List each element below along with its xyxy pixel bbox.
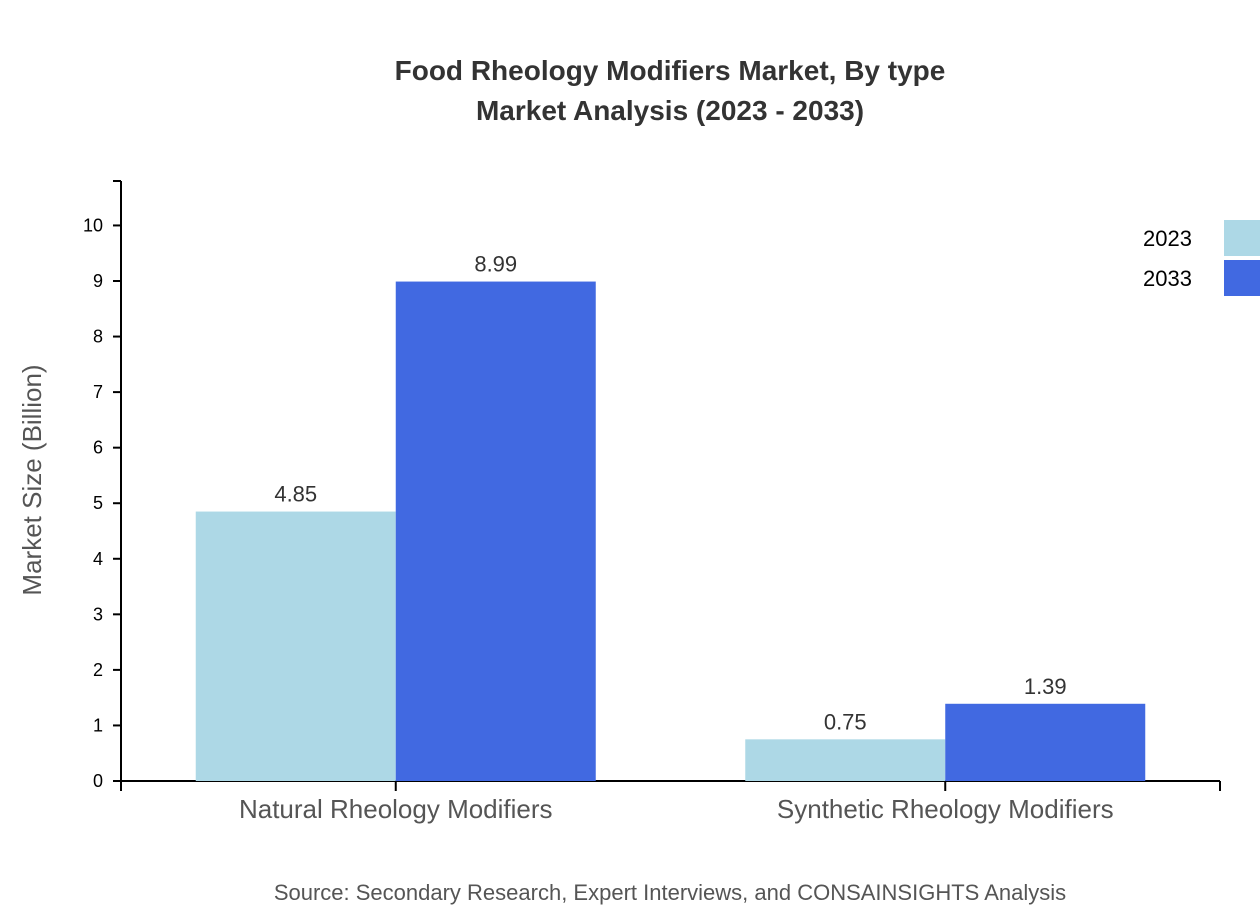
bar-2023 bbox=[745, 739, 946, 781]
bar-2033 bbox=[395, 281, 596, 781]
y-tick-label: 6 bbox=[93, 438, 103, 458]
legend-label: 2023 bbox=[1143, 226, 1192, 251]
chart-subtitle: Market Analysis (2023 - 2033) bbox=[476, 95, 864, 126]
bar-2023 bbox=[195, 511, 396, 781]
data-label: 1.39 bbox=[1024, 674, 1067, 699]
y-tick-label: 8 bbox=[93, 327, 103, 347]
y-tick-label: 1 bbox=[93, 715, 103, 735]
chart-title: Food Rheology Modifiers Market, By type bbox=[395, 55, 946, 86]
y-tick-label: 10 bbox=[83, 215, 103, 235]
y-tick-label: 3 bbox=[93, 604, 103, 624]
data-label: 4.85 bbox=[274, 482, 317, 507]
source-note: Source: Secondary Research, Expert Inter… bbox=[274, 880, 1066, 905]
data-label: 8.99 bbox=[474, 252, 517, 277]
legend-swatch bbox=[1224, 220, 1260, 256]
y-axis-label: Market Size (Billion) bbox=[17, 364, 47, 595]
y-tick-label: 7 bbox=[93, 382, 103, 402]
data-label: 0.75 bbox=[824, 709, 867, 734]
x-tick-label: Synthetic Rheology Modifiers bbox=[777, 794, 1114, 824]
y-tick-label: 0 bbox=[93, 771, 103, 791]
y-tick-label: 4 bbox=[93, 549, 103, 569]
y-tick-label: 9 bbox=[93, 271, 103, 291]
legend-label: 2033 bbox=[1143, 266, 1192, 291]
bar-2033 bbox=[945, 703, 1146, 781]
x-tick-label: Natural Rheology Modifiers bbox=[239, 794, 553, 824]
legend-swatch bbox=[1224, 260, 1260, 296]
y-tick-label: 2 bbox=[93, 660, 103, 680]
y-tick-label: 5 bbox=[93, 493, 103, 513]
